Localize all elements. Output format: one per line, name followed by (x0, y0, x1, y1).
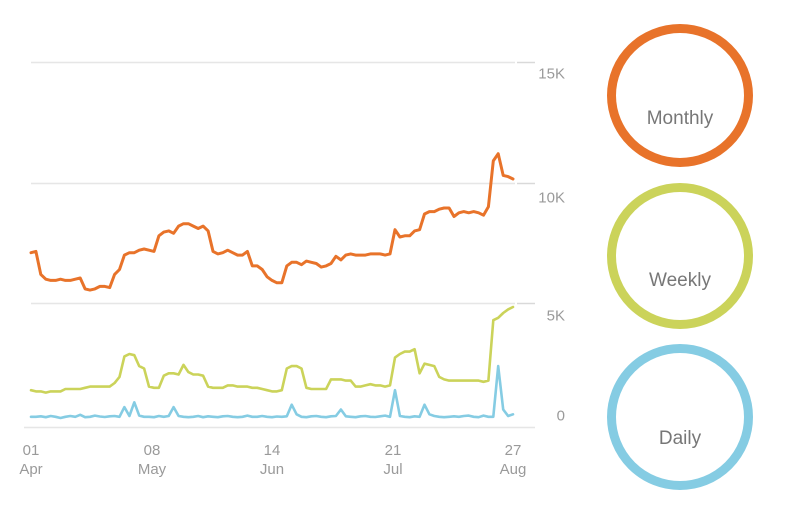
y-tick-label: 0 (557, 408, 565, 425)
x-tick-month: Aug (500, 461, 527, 478)
series-line-monthly (29, 152, 515, 292)
x-tick-month: Jul (383, 461, 402, 478)
y-tick-label: 5K (547, 308, 565, 325)
x-tick-day: 01 (23, 442, 40, 459)
x-tick-month: May (138, 461, 167, 478)
line-chart: 15K 10K 5K 0 01 Apr 08 May 14 Jun 21 Jul 27 Aug (19, 61, 565, 478)
legend-weekly-ring[interactable]: Weekly (607, 183, 753, 329)
x-axis: 01 Apr 08 May 14 Jun 21 Jul 27 Aug (19, 442, 526, 478)
series-lines (29, 152, 515, 420)
grid-lines (24, 61, 535, 429)
legend-monthly-ring[interactable]: Monthly (607, 24, 753, 167)
x-tick-day: 08 (144, 442, 161, 459)
y-axis: 15K 10K 5K 0 (538, 66, 565, 425)
x-tick-month: Apr (19, 461, 42, 478)
x-tick-day: 27 (505, 442, 522, 459)
x-tick-month: Jun (260, 461, 284, 478)
x-tick-day: 21 (385, 442, 402, 459)
legend-daily-label: Daily (658, 428, 702, 449)
legend-monthly-label: Monthly (646, 108, 714, 129)
series-line-weekly (29, 305, 515, 394)
legend-daily-ring[interactable]: Daily (607, 344, 753, 490)
legend-weekly-label: Weekly (649, 270, 711, 291)
series-line-daily (29, 364, 515, 420)
x-tick-day: 14 (264, 442, 281, 459)
y-tick-label: 10K (538, 190, 565, 207)
y-tick-label: 15K (538, 66, 565, 83)
